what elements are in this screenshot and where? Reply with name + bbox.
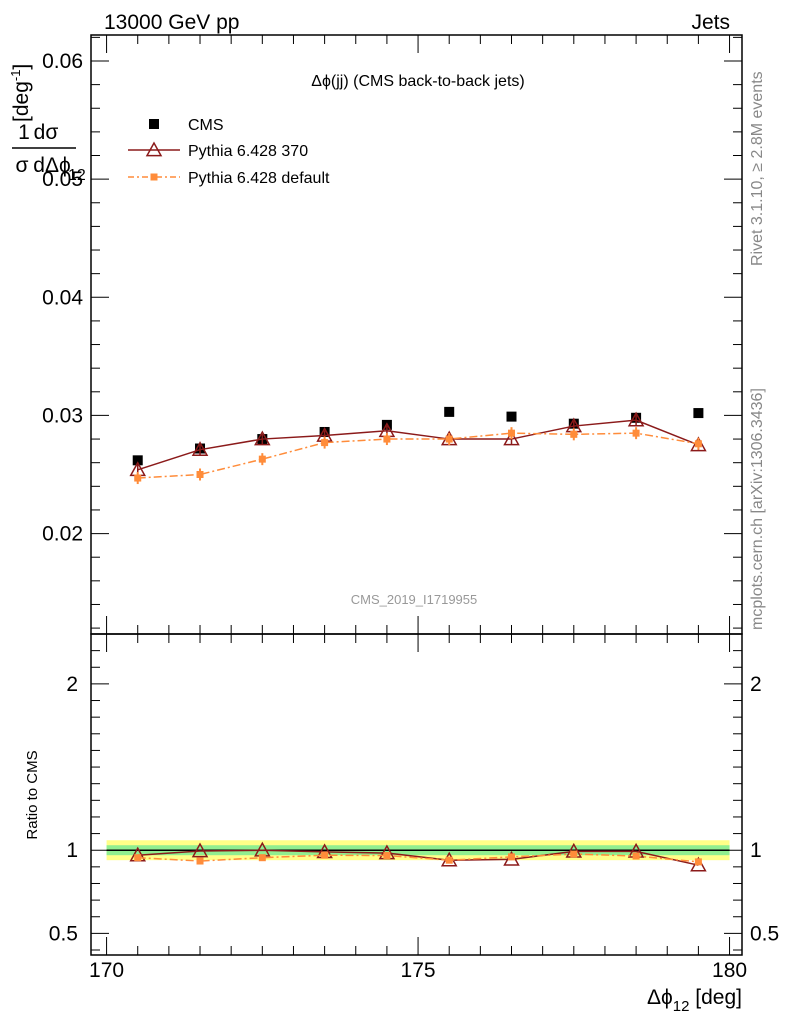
ratio-point-pdef <box>383 852 391 860</box>
legend-label-cms: CMS <box>188 117 224 134</box>
series-line-p370 <box>137 419 699 471</box>
ylabel-ddphi: dΔϕ <box>33 154 70 177</box>
ratio-frame <box>90 633 743 956</box>
legend-marker-p370 <box>145 141 163 157</box>
point-p370 <box>503 430 520 446</box>
legend-label-pdef: Pythia 6.428 default <box>188 170 330 187</box>
ratio-y-tick-label: 1 <box>66 839 78 862</box>
point-p370 <box>254 430 271 446</box>
header-left: 13000 GeV pp <box>104 11 239 34</box>
ratio-line-p370 <box>137 849 699 866</box>
ratio-plot <box>106 840 730 872</box>
ratio-y-tick-label: 2 <box>66 673 78 696</box>
x-tick-label: 180 <box>712 959 747 982</box>
y-tick-label: 0.06 <box>42 50 83 73</box>
series-line-pdef <box>137 432 699 479</box>
y-tick-label: 0.04 <box>42 286 83 309</box>
y-tick-label: 0.03 <box>42 404 83 427</box>
point-cms <box>444 406 455 417</box>
ylabel-unit: [deg-1] <box>8 64 33 122</box>
ratio-y-tick-label: 0.5 <box>49 922 78 945</box>
ratio-point-pdef <box>508 853 516 861</box>
ratio-ylabel: Ratio to CMS <box>24 750 41 839</box>
point-p370 <box>627 411 645 427</box>
y-tick-label: 0.05 <box>42 168 83 191</box>
ratio-point-pdef <box>570 850 578 858</box>
ylabel-sigma: σ <box>16 154 29 177</box>
x-axis-label: Δϕ12 [deg] <box>647 986 742 1015</box>
point-cms <box>506 411 517 422</box>
point-p370 <box>191 441 209 457</box>
x-tick-label: 170 <box>89 959 124 982</box>
ylabel-dsigma: dσ <box>34 121 59 144</box>
ratio-point-pdef <box>445 856 453 864</box>
legend-marker-pdef <box>150 173 158 181</box>
ratio-point-pdef <box>321 851 329 859</box>
ratio-point-pdef <box>134 854 142 862</box>
header-right: Jets <box>691 11 730 34</box>
side-text-top: Rivet 3.1.10, ≥ 2.8M events <box>749 71 766 266</box>
point-cms <box>693 408 704 419</box>
y-tick-label: 0.02 <box>42 523 83 546</box>
legend: CMS Pythia 6.428 370 Pythia 6.428 default <box>128 117 330 187</box>
ratio-line-pdef <box>137 853 699 863</box>
legend-label-p370: Pythia 6.428 370 <box>188 143 308 160</box>
ratio-y-tick-label-right: 0.5 <box>750 922 779 945</box>
main-plot <box>129 406 707 485</box>
ylabel-sub: 12 <box>68 167 86 184</box>
analysis-watermark: CMS_2019_I1719955 <box>351 592 478 607</box>
point-cms <box>132 455 143 466</box>
ratio-point-pdef <box>694 858 702 866</box>
y-axis-label: 1 dσ σ dΔϕ 12 [deg-1] <box>8 64 86 184</box>
ylabel-one: 1 <box>18 121 30 144</box>
side-text-bottom: mcplots.cern.ch [arXiv:1306.3436] <box>749 388 766 630</box>
ratio-point-p370 <box>191 842 209 858</box>
ratio-point-pdef <box>632 852 640 860</box>
ratio-y-tick-label-right: 1 <box>750 839 762 862</box>
ratio-y-tick-label-right: 2 <box>750 673 762 696</box>
legend-marker-cms <box>149 119 159 129</box>
x-tick-label: 175 <box>401 959 436 982</box>
plot-title: Δϕ(jj) (CMS back-to-back jets) <box>311 73 524 90</box>
ratio-point-pdef <box>196 857 204 865</box>
ratio-point-pdef <box>258 854 266 862</box>
